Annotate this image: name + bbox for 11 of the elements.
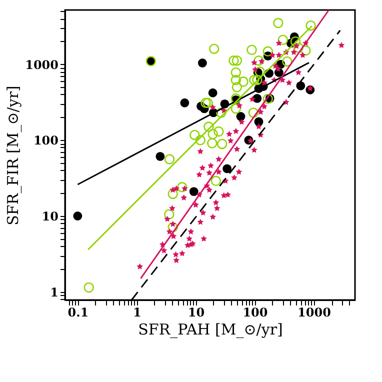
y-axis-title: SFR_FIR [M_⊙/yr] <box>4 86 22 226</box>
x-tick-label: 10 <box>188 306 205 320</box>
y-tick-label: 1 <box>50 285 58 300</box>
y-tick-label: 10 <box>42 209 58 224</box>
y-tick-label: 100 <box>33 134 58 148</box>
x-tick-label: 1000 <box>298 306 331 320</box>
x-tick-label: 100 <box>242 306 268 320</box>
x-tick-label: 1 <box>133 306 142 320</box>
x-tick-label: 0.1 <box>68 306 89 320</box>
x-axis-title: SFR_PAH [M_⊙/yr] <box>138 320 283 338</box>
y-tick-label: 1000 <box>25 58 58 72</box>
